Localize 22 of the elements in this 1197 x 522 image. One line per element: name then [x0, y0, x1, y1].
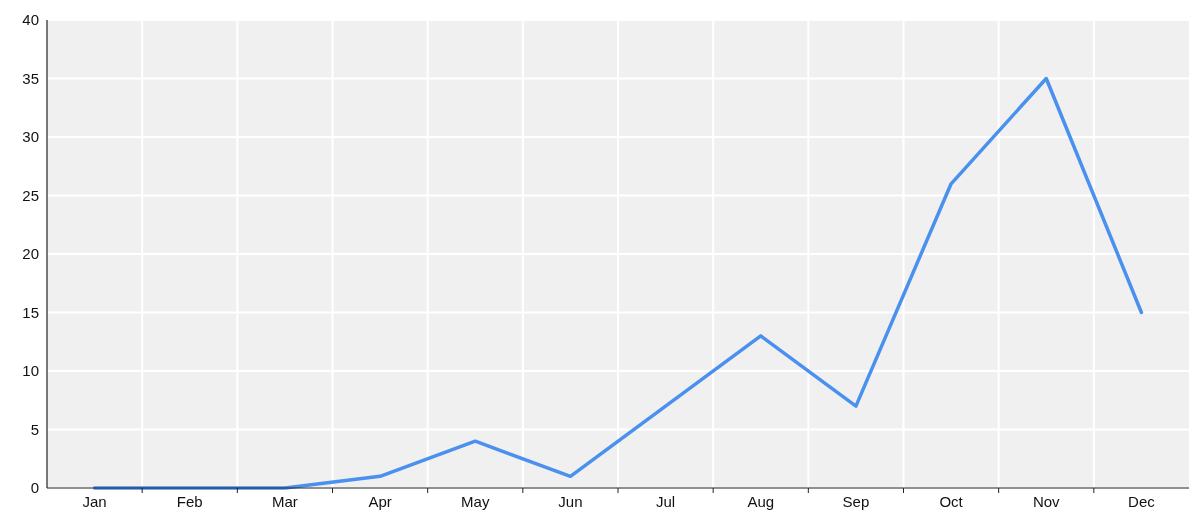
x-tick-label: Oct [939, 493, 964, 510]
x-tick-label: Apr [368, 493, 392, 510]
y-tick-label: 30 [22, 128, 39, 146]
y-tick-label: 35 [22, 69, 39, 87]
x-tick-label: Aug [747, 493, 775, 510]
x-tick-label: Jun [558, 493, 583, 510]
y-tick-label: 25 [22, 186, 39, 204]
x-tick-label: Dec [1128, 493, 1156, 510]
x-tick-label: Feb [176, 493, 203, 510]
x-tick-label: May [461, 493, 490, 510]
line-series [92, 76, 1144, 490]
y-tick-label: 5 [30, 420, 39, 438]
y-tick-label: 15 [22, 303, 39, 321]
x-tick-label: Sep [842, 493, 870, 510]
x-tick-label: Nov [1032, 493, 1061, 510]
y-tick-label: 20 [22, 245, 39, 263]
x-tick-label: Mar [271, 493, 298, 510]
y-tick-label: 0 [30, 479, 39, 497]
x-tick-label: Jan [82, 493, 107, 510]
y-tick-label: 40 [22, 11, 39, 29]
x-tick-label: Jul [655, 493, 676, 510]
y-tick-label: 10 [22, 362, 39, 380]
